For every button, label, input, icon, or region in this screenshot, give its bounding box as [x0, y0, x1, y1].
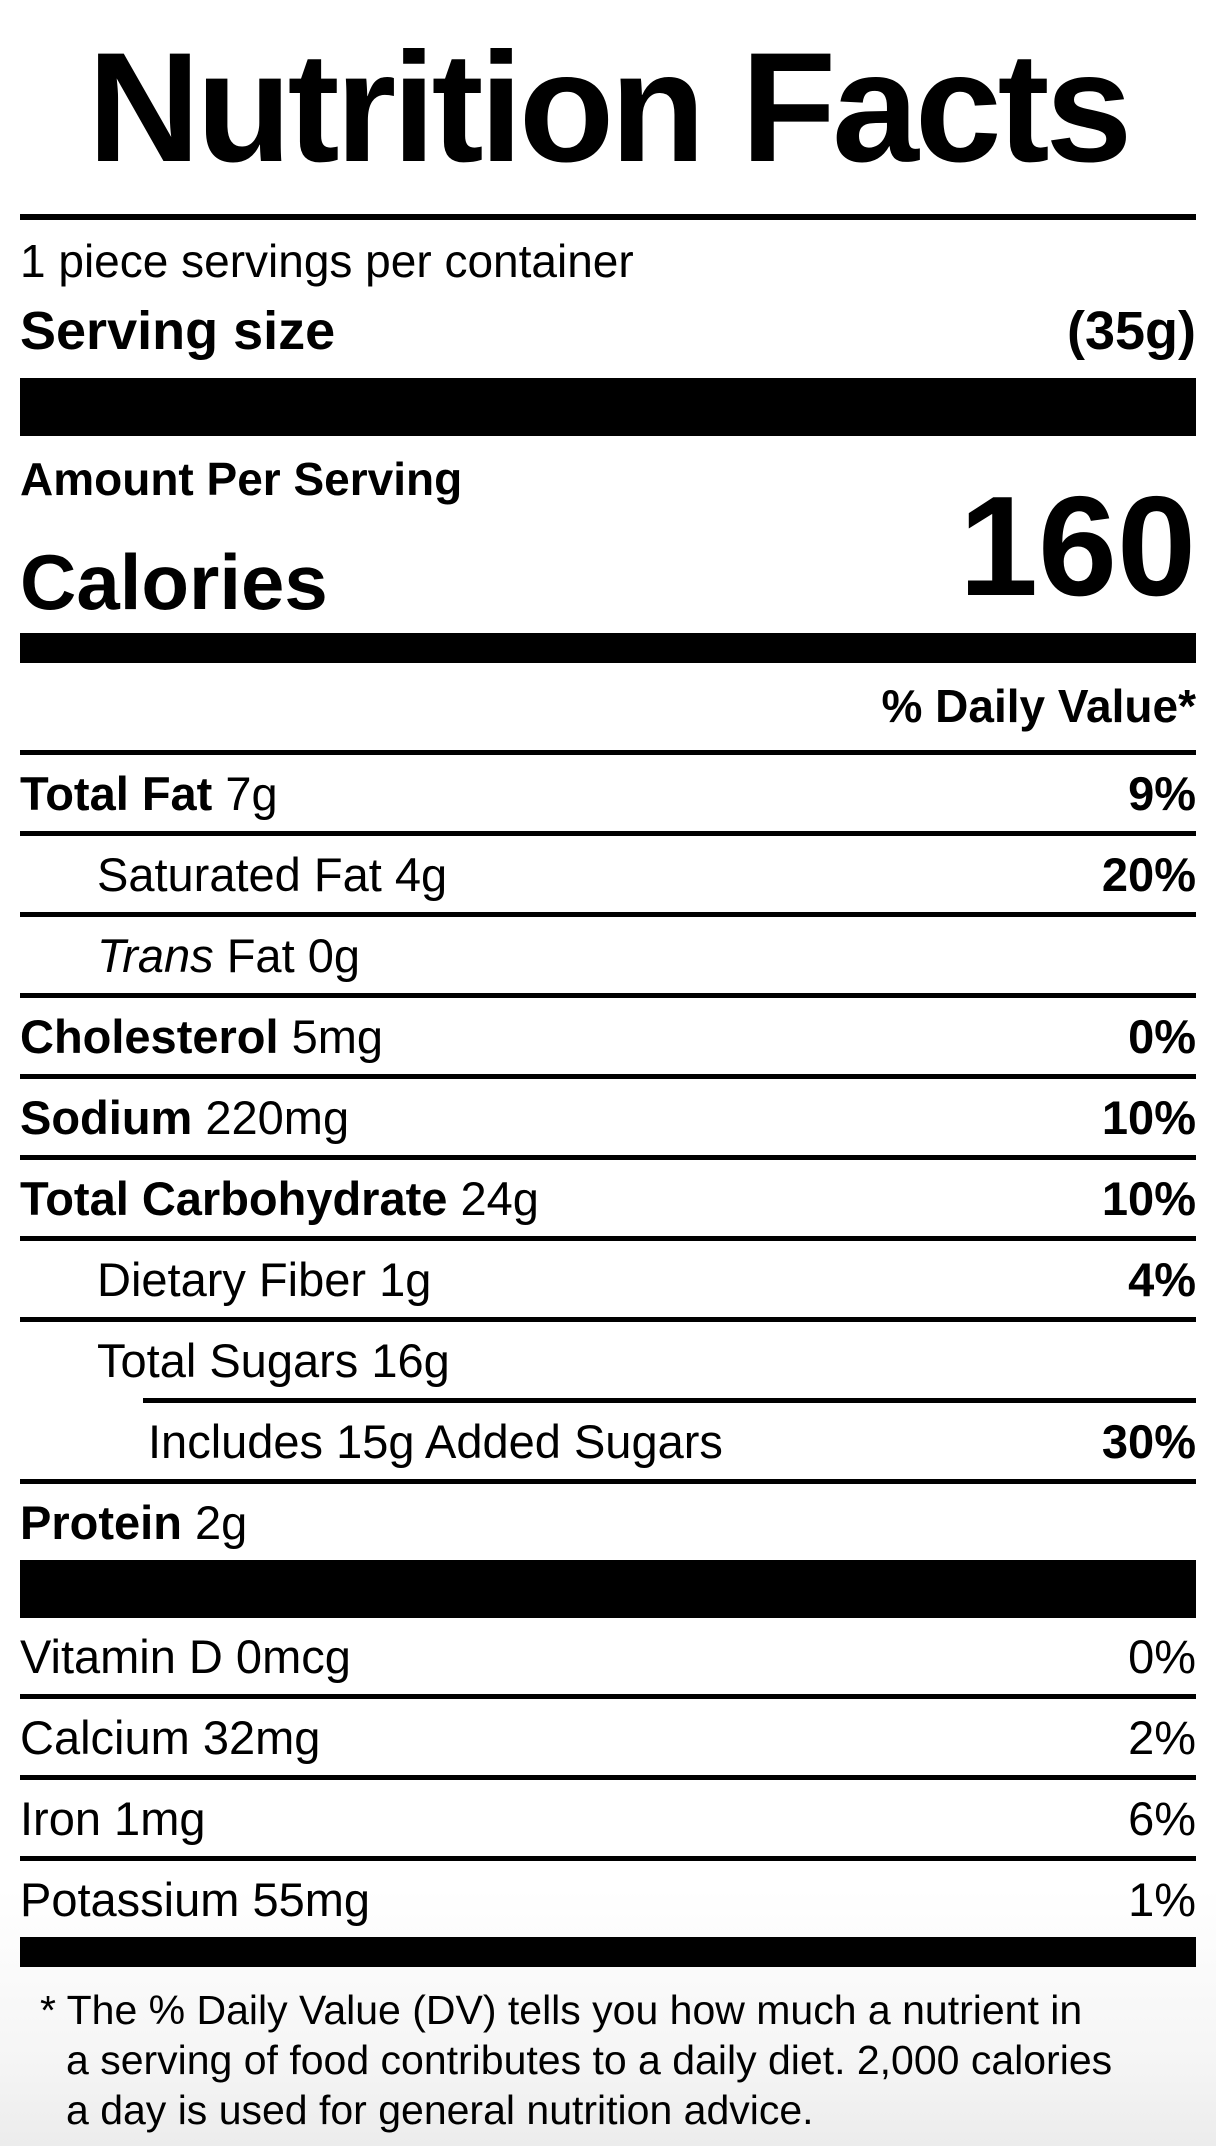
- nutrient-name: Total Sugars 16g: [97, 1334, 450, 1388]
- daily-value-percent: 30%: [1101, 1415, 1196, 1469]
- nutrient-row: Potassium 55mg 1%: [20, 1856, 1196, 1937]
- nutrient-row: Cholesterol 5mg 0%: [20, 993, 1196, 1074]
- nutrient-name: Sodium 220mg: [20, 1091, 350, 1145]
- nutrient-row: Total Carbohydrate 24g 10%: [20, 1155, 1196, 1236]
- nutrient-row: Saturated Fat 4g 20%: [20, 831, 1196, 912]
- serving-size-value: (35g): [1066, 301, 1196, 362]
- serving-size-row: Serving size (35g): [20, 289, 1196, 364]
- daily-value-percent: 0%: [1128, 1010, 1196, 1064]
- nutrient-row: Vitamin D 0mcg 0%: [20, 1618, 1196, 1694]
- nutrient-row: Calcium 32mg 2%: [20, 1694, 1196, 1775]
- nutrient-row: Dietary Fiber 1g 4%: [20, 1236, 1196, 1317]
- nutrient-name: Total Carbohydrate 24g: [20, 1172, 539, 1226]
- serving-size-label: Serving size: [20, 301, 336, 362]
- nutrient-row: Total Fat 7g 9%: [20, 750, 1196, 831]
- daily-value-percent: 9%: [1128, 767, 1196, 821]
- calories-value: 160: [959, 467, 1196, 627]
- daily-value-header: % Daily Value*: [881, 680, 1197, 733]
- footnote-line: a serving of food contributes to a daily…: [66, 2037, 1113, 2084]
- nutrient-name: Protein 2g: [20, 1496, 248, 1550]
- nutrient-name: Total Fat 7g: [20, 767, 278, 821]
- servings-per-container: 1 piece servings per container: [20, 235, 634, 288]
- amount-per-serving-heading: Amount Per Serving: [20, 453, 463, 506]
- nutrient-table: Total Fat 7g 9% Saturated Fat 4g 20% Tra…: [20, 750, 1196, 1560]
- nutrient-row: Total Sugars 16g: [20, 1317, 1196, 1398]
- nutrient-name: Trans Fat 0g: [97, 929, 360, 983]
- nutrient-row: Trans Fat 0g: [20, 912, 1196, 993]
- daily-value-percent: 20%: [1101, 848, 1196, 902]
- nutrient-name: Potassium 55mg: [20, 1873, 371, 1927]
- nutrient-name: Iron 1mg: [20, 1792, 206, 1846]
- daily-value-percent: 6%: [1128, 1792, 1196, 1846]
- section-bar-calories: [20, 633, 1196, 664]
- partial-divider: [143, 1398, 1196, 1404]
- daily-value-percent: 10%: [1101, 1172, 1196, 1226]
- nutrient-name: Vitamin D 0mcg: [20, 1630, 351, 1684]
- nutrient-name: Saturated Fat 4g: [97, 848, 448, 902]
- footnote-text: * The % Daily Value (DV) tells you how m…: [20, 1967, 1196, 2135]
- label-title: Nutrition Facts: [87, 21, 1133, 195]
- calories-label: Calories: [20, 538, 328, 627]
- title-divider: [20, 214, 1196, 221]
- nutrient-row: Iron 1mg 6%: [20, 1775, 1196, 1856]
- nutrient-name: Includes 15g Added Sugars: [148, 1415, 723, 1469]
- nutrient-row: Includes 15g Added Sugars 30%: [20, 1403, 1196, 1479]
- section-bar-top: [20, 378, 1196, 437]
- daily-value-percent: 1%: [1128, 1873, 1196, 1927]
- nutrient-name: Cholesterol 5mg: [20, 1010, 384, 1064]
- nutrient-row: Protein 2g: [20, 1479, 1196, 1560]
- footnote-line: * The % Daily Value (DV) tells you how m…: [40, 1987, 1083, 2034]
- daily-value-percent: 0%: [1128, 1630, 1196, 1684]
- nutrient-name: Dietary Fiber 1g: [97, 1253, 432, 1307]
- nutrient-name: Calcium 32mg: [20, 1711, 321, 1765]
- footnote-line: a day is used for general nutrition advi…: [66, 2087, 814, 2134]
- section-bar-vitamins: [20, 1560, 1196, 1619]
- vitamin-table: Vitamin D 0mcg 0% Calcium 32mg 2% Iron 1…: [20, 1618, 1196, 1937]
- daily-value-percent: 4%: [1128, 1253, 1196, 1307]
- section-bar-bottom: [20, 1937, 1196, 1968]
- daily-value-percent: 10%: [1101, 1091, 1196, 1145]
- calories-row: Calories 160: [20, 476, 1196, 633]
- daily-value-percent: 2%: [1128, 1711, 1196, 1765]
- nutrient-row: Sodium 220mg 10%: [20, 1074, 1196, 1155]
